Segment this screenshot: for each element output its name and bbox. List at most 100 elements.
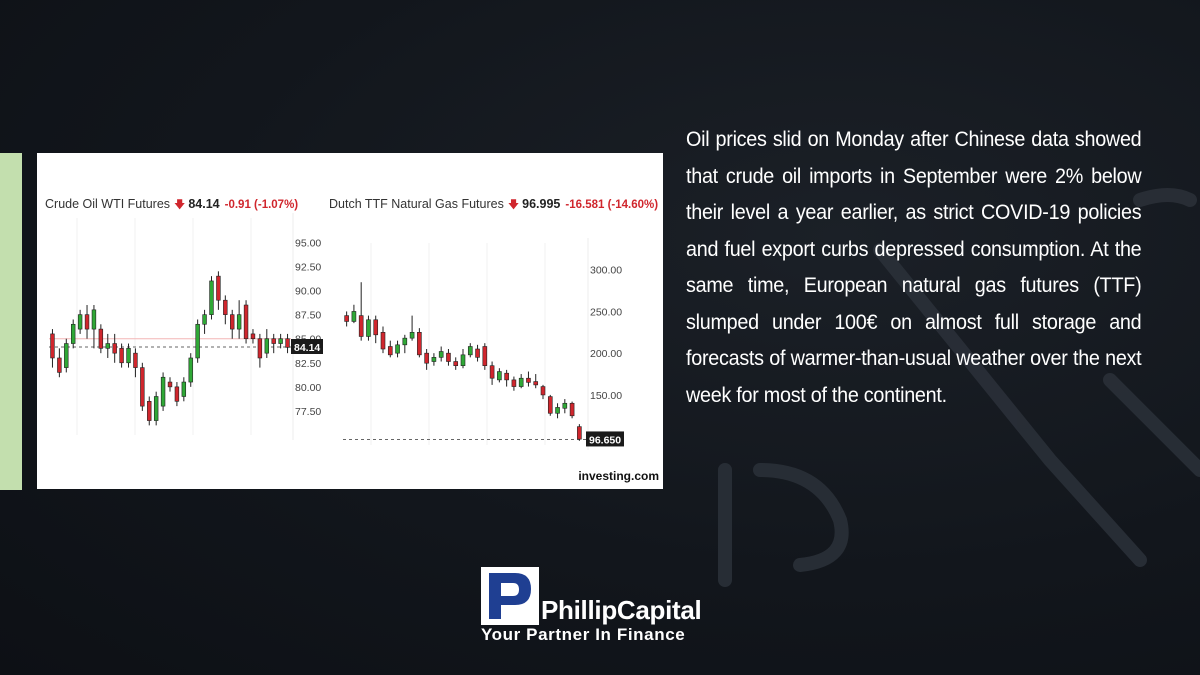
candle-body — [133, 352, 138, 368]
ttf-price: 96.995 — [522, 197, 561, 211]
candle-body — [489, 365, 495, 379]
candle-body — [271, 338, 276, 344]
wti-price: 84.14 — [188, 197, 220, 211]
candle-body — [98, 328, 104, 349]
candle-body — [147, 401, 152, 421]
ttf-name: Dutch TTF Natural Gas Futures — [329, 197, 504, 211]
candle-body — [202, 314, 207, 325]
last-price-box — [586, 431, 624, 447]
candle-body — [460, 354, 466, 366]
candle-body — [562, 402, 568, 409]
candle-body — [526, 377, 531, 383]
y-tick-label: 200.00 — [590, 348, 622, 360]
candle-body — [223, 299, 228, 315]
candle-body — [387, 346, 393, 356]
candle-body — [547, 396, 553, 414]
candle-body — [112, 343, 117, 354]
down-arrow-icon: 🡇 — [507, 199, 520, 211]
candle-body — [236, 314, 242, 330]
candle-body — [417, 332, 422, 356]
candle-body — [482, 346, 488, 366]
candle-body — [373, 319, 379, 336]
y-tick-label: 300.00 — [590, 265, 622, 277]
candle-body — [105, 343, 110, 349]
candle-body — [540, 386, 546, 396]
candle-body — [119, 348, 124, 364]
candle-body — [195, 323, 200, 359]
wti-headline: Crude Oil WTI Futures 🡇 84.14 -0.91 (-1.07%… — [45, 196, 298, 215]
candle-body — [50, 333, 55, 359]
y-tick-label: 250.00 — [590, 306, 622, 318]
candle-body — [126, 348, 131, 364]
candle-body — [409, 332, 415, 339]
candle-body — [153, 396, 159, 421]
y-tick-label: 82.50 — [295, 358, 321, 370]
wti-name: Crude Oil WTI Futures — [45, 197, 171, 211]
candle-body — [402, 337, 408, 346]
candle-body — [533, 381, 539, 386]
candle-body — [230, 314, 235, 330]
candle-body — [351, 311, 357, 322]
candle-body — [174, 386, 180, 402]
candle-body — [64, 343, 69, 368]
candle-body — [555, 407, 560, 414]
candle-body — [453, 361, 459, 366]
candle-body — [446, 352, 451, 362]
y-tick-label: 87.50 — [295, 310, 321, 322]
logo-brand: PhillipCapital — [541, 595, 702, 625]
charts-canvas: 95.0092.5090.0087.5085.0082.5080.0077.50… — [49, 213, 624, 450]
candle-body — [467, 346, 473, 356]
last-price-label: 84.14 — [294, 342, 320, 354]
candle-body — [188, 357, 193, 383]
down-arrow-icon: 🡇 — [174, 199, 186, 211]
candle-body — [250, 333, 256, 340]
candle-body — [278, 338, 283, 344]
y-tick-label: 90.00 — [295, 286, 321, 298]
candle-body — [181, 381, 187, 397]
candle-body — [84, 314, 90, 330]
candle-body — [358, 315, 364, 337]
candle-body — [395, 344, 400, 354]
candle-body — [380, 332, 386, 350]
ttf-headline: Dutch TTF Natural Gas Futures 🡇 96.995 -16.… — [329, 196, 658, 215]
y-tick-label: 150.00 — [590, 390, 622, 402]
candle-body — [167, 381, 173, 388]
candle-body — [257, 338, 263, 359]
candle-body — [77, 314, 83, 330]
candle-body — [438, 351, 444, 358]
candle-body — [264, 338, 270, 354]
candle-body — [511, 379, 517, 387]
last-price-box — [291, 339, 323, 355]
candle-body — [504, 372, 509, 381]
candle-body — [431, 357, 437, 362]
candle-body — [91, 309, 97, 330]
candle-body — [518, 377, 524, 387]
ttf-change: -16.581 (-14.60%) — [565, 199, 659, 211]
chart-card: 95.0092.5090.0087.5085.0082.5080.0077.50… — [37, 153, 663, 489]
candle-body — [497, 371, 502, 381]
phillipcapital-logo: PhillipCapital Your Partner In Finance — [481, 567, 721, 647]
candle-body — [475, 348, 480, 358]
candle-body — [243, 304, 249, 340]
source-label: investing.com — [578, 469, 659, 483]
candle-body — [569, 402, 575, 417]
logo-mark-icon — [481, 567, 539, 625]
candle-body — [366, 319, 371, 337]
wti-change: -0.91 (-1.07%) — [224, 199, 299, 211]
y-tick-label: 95.00 — [295, 237, 321, 249]
candle-body — [285, 338, 290, 348]
candle-body — [577, 426, 582, 440]
candle-body — [140, 367, 145, 407]
candle-body — [57, 357, 62, 373]
candle-body — [70, 323, 76, 344]
logo-tagline: Your Partner In Finance — [481, 625, 686, 644]
y-tick-label: 80.00 — [295, 382, 321, 394]
candle-body — [209, 280, 214, 315]
candle-body — [160, 376, 166, 407]
y-tick-label: 92.50 — [295, 262, 321, 274]
candle-body — [344, 315, 349, 322]
y-tick-label: 77.50 — [295, 406, 321, 418]
commentary-paragraph: Oil prices slid on Monday after Chinese … — [686, 127, 1142, 407]
candle-body — [216, 275, 221, 301]
accent-bar — [0, 153, 22, 490]
